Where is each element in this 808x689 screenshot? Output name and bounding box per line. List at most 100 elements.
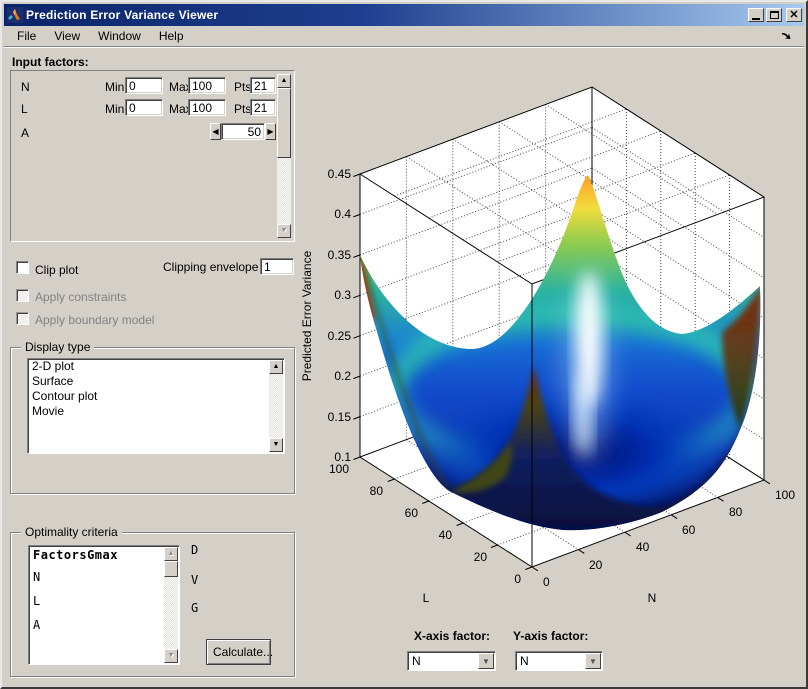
close-icon[interactable]: ✕ bbox=[786, 8, 802, 22]
calculate-button[interactable]: Calculate... bbox=[206, 639, 273, 665]
matlab-logo-icon bbox=[7, 7, 23, 23]
input-factors-panel: N Min: Max Pts: L Min: Max Pts: A ◀ ▶ ▲ … bbox=[10, 70, 295, 242]
y-tick: 20 bbox=[474, 550, 488, 564]
clip-plot-checkbox[interactable] bbox=[16, 261, 29, 274]
display-type-listbox[interactable]: 2-D plot Surface Contour plot Movie ▲ ▼ bbox=[27, 358, 285, 454]
max-label: Max bbox=[169, 80, 192, 94]
max-input-n[interactable] bbox=[188, 77, 226, 94]
y-tick: 80 bbox=[370, 484, 384, 498]
y-tick: 0 bbox=[514, 572, 521, 586]
surface-mesh bbox=[360, 175, 761, 531]
input-factors-scrollbar[interactable]: ▲ ▼ bbox=[277, 74, 291, 238]
apply-boundary-label: Apply boundary model bbox=[35, 313, 155, 327]
y-axis-factor-value: N bbox=[520, 654, 529, 668]
z-tick: 0.15 bbox=[328, 410, 352, 424]
factor-name: L bbox=[21, 102, 28, 116]
slider-left-arrow-icon[interactable]: ◀ bbox=[210, 123, 221, 140]
menu-help[interactable]: Help bbox=[158, 29, 184, 43]
minimize-icon[interactable] bbox=[748, 8, 764, 22]
list-item[interactable]: Movie bbox=[32, 404, 65, 418]
y-axis-label: L bbox=[423, 591, 430, 605]
x-tick: 0 bbox=[543, 575, 550, 589]
list-item[interactable]: 2-D plot bbox=[32, 359, 75, 373]
window-title: Prediction Error Variance Viewer bbox=[26, 8, 219, 22]
y-axis-factor-select[interactable]: N ▼ bbox=[515, 651, 603, 671]
menu-window[interactable]: Window bbox=[98, 29, 141, 43]
z-tick: 0.25 bbox=[328, 329, 352, 343]
scroll-down-icon[interactable]: ▼ bbox=[164, 649, 178, 663]
scroll-up-icon[interactable]: ▲ bbox=[164, 547, 178, 561]
maximize-icon[interactable] bbox=[766, 8, 782, 22]
x-tick: 20 bbox=[589, 558, 603, 572]
menu-view[interactable]: View bbox=[54, 29, 81, 43]
criterion-g-label: G bbox=[191, 601, 199, 615]
x-axis-factor-label: X-axis factor: bbox=[414, 629, 491, 643]
max-input-l[interactable] bbox=[188, 99, 226, 116]
slider-right-arrow-icon[interactable]: ▶ bbox=[265, 123, 276, 140]
list-item[interactable]: A bbox=[33, 618, 41, 632]
optimality-scrollbar[interactable]: ▲ ▼ bbox=[164, 547, 178, 663]
tick-marks bbox=[353, 173, 771, 572]
input-factors-label: Input factors: bbox=[12, 55, 89, 69]
pts-input-n[interactable] bbox=[250, 77, 276, 94]
apply-constraints-checkbox[interactable] bbox=[16, 289, 29, 302]
pts-input-l[interactable] bbox=[250, 99, 276, 116]
list-item[interactable]: Contour plot bbox=[32, 389, 98, 403]
scroll-down-icon[interactable]: ▼ bbox=[269, 438, 283, 452]
x-tick: 60 bbox=[682, 523, 696, 537]
z-tick: 0.4 bbox=[334, 207, 351, 221]
list-item[interactable]: L bbox=[33, 594, 41, 608]
display-type-scrollbar[interactable]: ▲ ▼ bbox=[269, 360, 283, 452]
scroll-thumb[interactable] bbox=[277, 88, 291, 158]
list-item[interactable]: N bbox=[33, 570, 41, 584]
z-tick: 0.35 bbox=[328, 248, 352, 262]
scroll-up-icon[interactable]: ▲ bbox=[277, 74, 291, 88]
pts-label: Pts: bbox=[234, 102, 255, 116]
y-tick: 40 bbox=[439, 528, 453, 542]
z-tick: 0.1 bbox=[334, 450, 351, 464]
scroll-thumb[interactable] bbox=[164, 561, 178, 577]
max-label: Max bbox=[169, 102, 192, 116]
dock-arrow-icon[interactable] bbox=[780, 29, 792, 41]
optimality-listbox[interactable]: FactorsGmax N L A ▲ ▼ bbox=[28, 545, 180, 665]
x-axis-factor-select[interactable]: N ▼ bbox=[407, 651, 496, 671]
chevron-down-icon[interactable]: ▼ bbox=[478, 653, 494, 669]
clipping-envelope-label: Clipping envelope = bbox=[163, 260, 269, 274]
clip-plot-label: Clip plot bbox=[35, 263, 79, 277]
titlebar[interactable]: Prediction Error Variance Viewer ✕ bbox=[4, 4, 804, 26]
menu-file[interactable]: File bbox=[17, 29, 37, 43]
apply-boundary-checkbox[interactable] bbox=[16, 312, 29, 325]
x-axis-factor-value: N bbox=[412, 654, 421, 668]
y-tick: 100 bbox=[329, 462, 349, 476]
axis-tick-labels: 0.45 0.4 0.35 0.3 0.25 0.2 0.15 0.1 100 … bbox=[328, 167, 796, 589]
chevron-down-icon[interactable]: ▼ bbox=[585, 653, 601, 669]
surface-plot[interactable]: 0.45 0.4 0.35 0.3 0.25 0.2 0.15 0.1 100 … bbox=[302, 52, 808, 617]
z-tick: 0.3 bbox=[334, 288, 351, 302]
pts-label: Pts: bbox=[234, 80, 255, 94]
menubar: File View Window Help bbox=[4, 26, 804, 47]
clipping-envelope-input[interactable] bbox=[260, 258, 294, 275]
optimality-title: Optimality criteria bbox=[21, 525, 122, 539]
z-axis-label: Predicted Error Variance bbox=[302, 250, 314, 381]
factor-a-slider-value[interactable] bbox=[221, 123, 265, 140]
scroll-up-icon[interactable]: ▲ bbox=[269, 360, 283, 374]
min-input-n[interactable] bbox=[125, 77, 163, 94]
min-input-l[interactable] bbox=[125, 99, 163, 116]
y-tick: 60 bbox=[405, 506, 419, 520]
list-item[interactable]: Surface bbox=[32, 374, 74, 388]
scroll-down-icon[interactable]: ▼ bbox=[277, 224, 291, 238]
z-tick: 0.2 bbox=[334, 369, 351, 383]
optimality-group: Optimality criteria FactorsGmax N L A ▲ … bbox=[10, 525, 295, 677]
min-label: Min: bbox=[105, 102, 128, 116]
x-axis-label: N bbox=[648, 591, 657, 605]
criterion-d-label: D bbox=[191, 543, 199, 557]
criterion-v-label: V bbox=[191, 573, 199, 587]
x-tick: 40 bbox=[636, 540, 650, 554]
x-tick: 100 bbox=[775, 488, 795, 502]
list-header: FactorsGmax bbox=[33, 548, 118, 562]
min-label: Min: bbox=[105, 80, 128, 94]
x-tick: 80 bbox=[729, 505, 743, 519]
display-type-group: Display type 2-D plot Surface Contour pl… bbox=[10, 340, 295, 494]
apply-constraints-label: Apply constraints bbox=[35, 290, 127, 304]
z-tick: 0.45 bbox=[328, 167, 352, 181]
